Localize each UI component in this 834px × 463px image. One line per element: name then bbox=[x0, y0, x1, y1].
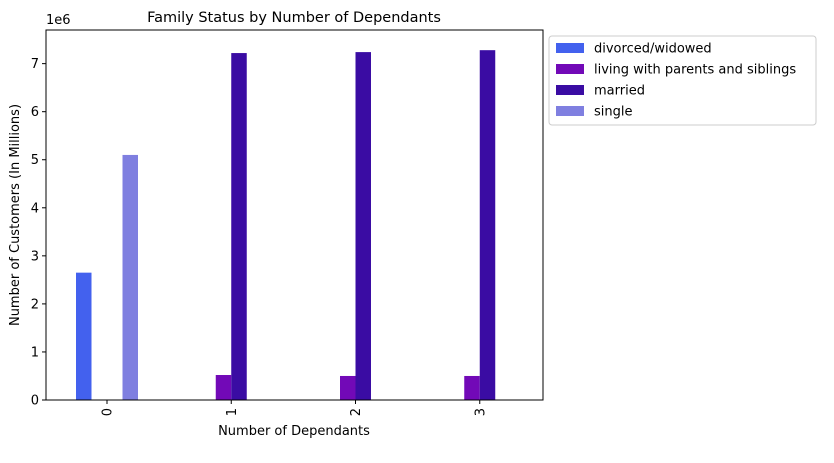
legend-label-single: single bbox=[594, 105, 633, 120]
bar-living-with-parents-and-siblings-3 bbox=[464, 375, 480, 400]
legend-swatch-single bbox=[556, 106, 584, 116]
x-axis: 0 1 2 3 bbox=[101, 400, 488, 416]
x-tick-label-0: 0 bbox=[101, 408, 116, 416]
x-tick-label-2: 2 bbox=[349, 408, 364, 416]
y-offset-label: 1e6 bbox=[46, 13, 71, 28]
chart-title: Family Status by Number of Dependants bbox=[147, 10, 441, 26]
plot-frame bbox=[45, 29, 544, 401]
legend: divorced/widowed living with parents and … bbox=[548, 35, 817, 126]
x-tick-label-3: 3 bbox=[473, 408, 488, 416]
bar-married-2 bbox=[355, 52, 371, 400]
bar-married-3 bbox=[479, 50, 496, 401]
legend-swatch-divorced-widowed bbox=[556, 43, 584, 53]
bar-divorced-widowed-0 bbox=[76, 272, 92, 400]
x-axis-label: Number of Dependants bbox=[218, 424, 370, 439]
y-tick-label-4: 4 bbox=[31, 201, 39, 216]
y-tick-label-1: 1 bbox=[31, 345, 39, 360]
y-tick-label-3: 3 bbox=[31, 249, 39, 264]
legend-box bbox=[548, 35, 817, 126]
bar-married-1 bbox=[231, 53, 247, 401]
y-axis: 0 1 2 3 4 5 6 7 bbox=[31, 57, 46, 409]
y-tick-label-6: 6 bbox=[31, 105, 39, 120]
y-tick-label-5: 5 bbox=[31, 153, 39, 168]
y-tick-label-0: 0 bbox=[31, 394, 39, 409]
bar-single-0 bbox=[122, 154, 138, 400]
bar-living-with-parents-and-siblings-1 bbox=[215, 375, 232, 400]
y-tick-label-7: 7 bbox=[31, 57, 39, 72]
legend-label-married: married bbox=[594, 84, 645, 99]
y-axis-label: Number of Customers (In Millions) bbox=[8, 104, 23, 326]
bar-living-with-parents-and-siblings-2 bbox=[340, 375, 356, 400]
legend-swatch-living-with-parents-and-siblings bbox=[556, 64, 584, 74]
legend-label-living-with-parents-and-siblings: living with parents and siblings bbox=[594, 63, 796, 78]
x-tick-label-1: 1 bbox=[225, 408, 240, 416]
legend-label-divorced-widowed: divorced/widowed bbox=[594, 42, 712, 57]
legend-swatch-married bbox=[556, 85, 584, 95]
bars-group bbox=[76, 50, 496, 401]
y-tick-label-2: 2 bbox=[31, 297, 39, 312]
